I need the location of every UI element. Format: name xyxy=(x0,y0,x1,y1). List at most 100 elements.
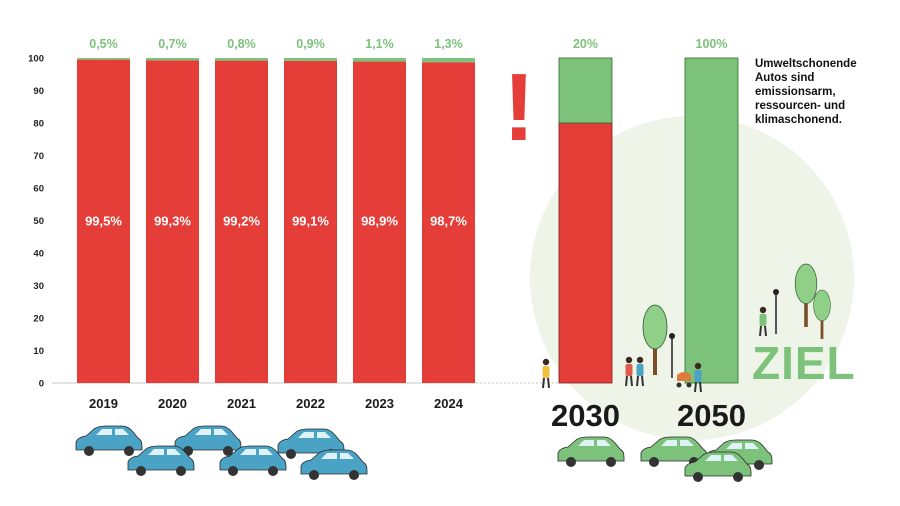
data-label-green-2022: 0,9% xyxy=(296,37,325,51)
person-body xyxy=(759,314,767,326)
data-label-green-2020: 0,7% xyxy=(158,37,187,51)
labels-layer: 0,5% 99,5% 2019 0,7% 99,3% 2020 0,8% 99,2% 2021 0… xyxy=(85,37,746,433)
tree-icon xyxy=(642,304,668,375)
pedestrian-icon xyxy=(694,362,702,393)
data-label-conventional-2023: 98,9% xyxy=(361,214,398,229)
stroller-wheel xyxy=(676,382,682,388)
blue-car-icon xyxy=(219,445,287,476)
car-wheel xyxy=(754,460,764,470)
person-head xyxy=(542,358,550,366)
data-label-green-2019: 0,5% xyxy=(89,37,118,51)
person-head xyxy=(625,356,633,364)
car-window xyxy=(321,453,354,459)
tree-trunk xyxy=(653,335,657,375)
y-tick-label: 30 xyxy=(33,281,44,292)
data-label-conventional-2022: 99,1% xyxy=(292,214,329,229)
tree-icon xyxy=(794,263,818,327)
car-wheel xyxy=(606,457,616,467)
tree-crown xyxy=(813,289,831,322)
tree-icon xyxy=(813,289,831,339)
y-tick-label: 20 xyxy=(33,314,44,325)
car-wheel xyxy=(733,472,743,482)
car-window xyxy=(148,449,181,455)
pedestrian-icon xyxy=(542,358,550,389)
tree-trunk xyxy=(820,311,824,339)
car-window xyxy=(195,429,228,435)
goal-label: ZIEL xyxy=(752,337,856,389)
lamp-head xyxy=(669,333,675,339)
y-tick-label: 100 xyxy=(28,54,44,65)
y-tick-label: 40 xyxy=(33,249,44,260)
x-tick-label-2023: 2023 xyxy=(365,396,394,411)
car-wheel xyxy=(268,466,278,476)
y-tick-label: 0 xyxy=(39,379,44,390)
x-tick-label-2019: 2019 xyxy=(89,396,118,411)
blue-car-icon xyxy=(300,449,368,480)
lamp-head xyxy=(773,289,779,295)
person-leg xyxy=(764,325,767,337)
car-wheel xyxy=(693,472,703,482)
x-tick-label-2050: 2050 xyxy=(677,398,746,433)
bar-conventional-2020 xyxy=(146,60,199,384)
x-tick-label-2022: 2022 xyxy=(296,396,325,411)
car-window xyxy=(240,449,273,455)
data-label-green-2050: 100% xyxy=(696,37,728,51)
y-tick-label: 10 xyxy=(33,346,44,357)
person-leg xyxy=(542,377,545,389)
person-leg xyxy=(694,381,697,393)
tree-crown xyxy=(642,304,668,350)
stroller-wheel xyxy=(686,382,692,388)
y-tick-label: 90 xyxy=(33,86,44,97)
person-head xyxy=(694,362,702,370)
data-label-conventional-2024: 98,7% xyxy=(430,214,467,229)
exclamation-mark: ! xyxy=(503,54,535,161)
y-tick-label: 60 xyxy=(33,184,44,195)
car-wheel xyxy=(176,466,186,476)
bar-green-2030 xyxy=(558,57,613,124)
tree-trunk xyxy=(804,291,808,327)
car-wheel xyxy=(223,446,233,456)
person-head xyxy=(636,356,644,364)
bar-conventional-2030 xyxy=(558,122,613,384)
car-window xyxy=(661,440,694,446)
car-wheel xyxy=(309,470,319,480)
bar-green-2050 xyxy=(684,57,739,384)
person-leg xyxy=(625,375,628,387)
data-label-green-2023: 1,1% xyxy=(365,37,394,51)
person-leg xyxy=(547,377,550,389)
bar-green-2020 xyxy=(146,58,199,61)
car-wheel xyxy=(566,457,576,467)
decoration-layer xyxy=(75,263,831,482)
blue-car-icon xyxy=(127,445,195,476)
bar-green-2019 xyxy=(77,58,130,60)
x-tick-label-2021: 2021 xyxy=(227,396,256,411)
bar-green-2022 xyxy=(284,58,337,61)
x-tick-label-2024: 2024 xyxy=(434,396,464,411)
pedestrian-icon xyxy=(636,356,644,387)
bar-conventional-2019 xyxy=(77,59,130,383)
car-wheel xyxy=(124,446,134,456)
green-car-icon xyxy=(684,451,752,482)
person-head xyxy=(759,306,767,314)
person-leg xyxy=(641,375,644,387)
person-leg xyxy=(636,375,639,387)
car-wheel xyxy=(84,446,94,456)
data-label-conventional-2020: 99,3% xyxy=(154,214,191,229)
pedestrian-icon xyxy=(759,306,767,337)
data-label-conventional-2019: 99,5% xyxy=(85,214,122,229)
tree-crown xyxy=(794,263,818,304)
bar-green-2024 xyxy=(422,58,475,63)
person-body xyxy=(542,366,550,378)
bar-conventional-2023 xyxy=(353,61,406,383)
person-leg xyxy=(759,325,762,337)
blue-car-icon xyxy=(174,425,242,456)
side-note: Umweltschonende Autos sind emissionsarm,… xyxy=(755,58,857,126)
car-window xyxy=(705,455,738,461)
car-window xyxy=(726,443,759,449)
person-body xyxy=(636,364,644,376)
y-tick-label: 80 xyxy=(33,119,44,130)
street-lamp-icon xyxy=(773,289,779,334)
street-lamp-icon xyxy=(669,333,675,378)
car-wheel xyxy=(349,470,359,480)
